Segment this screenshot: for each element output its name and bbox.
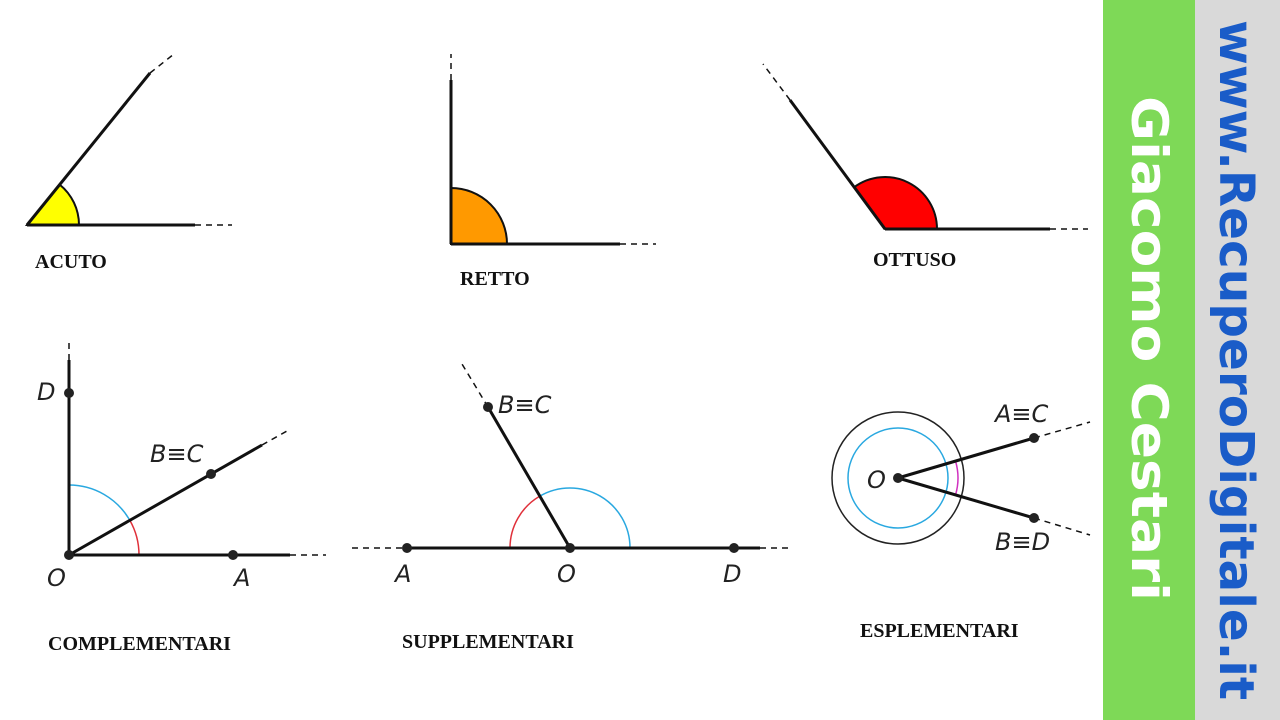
point-label: O xyxy=(47,564,66,592)
author: Giacomo Cestari xyxy=(1120,96,1178,601)
point-label: B≡D xyxy=(995,528,1050,556)
pair-label: ESPLEMENTARI xyxy=(860,620,1019,642)
point-label: O xyxy=(867,466,886,494)
point-label: B≡C xyxy=(498,391,552,419)
obtuse-angle: OTTUSO xyxy=(762,63,1088,271)
supplementary-angles: B≡C A O D SUPPLEMENTARI xyxy=(352,363,792,653)
pair-label: SUPPLEMENTARI xyxy=(402,631,574,653)
point-label: O xyxy=(557,560,576,588)
angle-label: OTTUSO xyxy=(873,249,956,271)
acute-angle: ACUTO xyxy=(24,53,232,273)
point-label: B≡C xyxy=(150,440,204,468)
point-label: D xyxy=(37,378,55,406)
point-label: A xyxy=(393,560,411,588)
sidebar: Giacomo Cestari www.RecuperoDigitale.it xyxy=(1103,0,1280,720)
point-label: A≡C xyxy=(993,400,1049,428)
point-label: D xyxy=(723,560,741,588)
complementary-angles: D B≡C O A COMPLEMENTARI xyxy=(37,343,326,655)
point-label: A xyxy=(232,564,250,592)
angle-label: RETTO xyxy=(460,268,530,290)
website[interactable]: www.RecuperoDigitale.it xyxy=(1208,20,1264,700)
angle-label: ACUTO xyxy=(35,251,107,273)
pair-label: COMPLEMENTARI xyxy=(48,633,231,655)
right-angle: RETTO xyxy=(449,54,656,290)
explementary-angles: O A≡C B≡D ESPLEMENTARI xyxy=(831,400,1091,642)
